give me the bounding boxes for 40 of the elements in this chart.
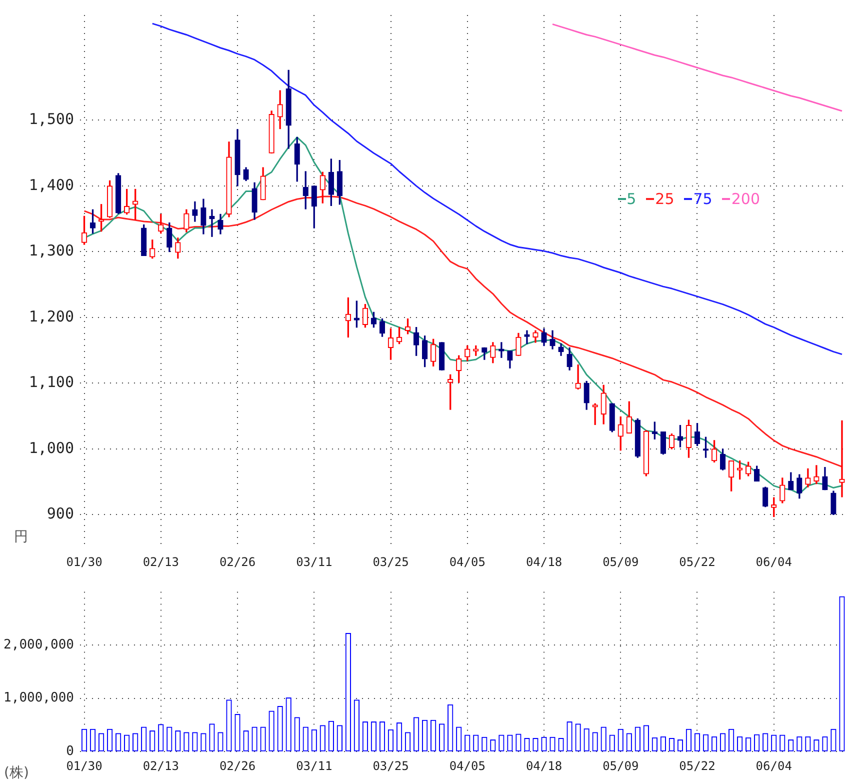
y-tick-label: 1,300 [28,242,74,260]
x-tick-label: 04/18 [526,758,562,773]
x-tick-label: 06/04 [756,554,792,569]
x-tick-label: 05/22 [679,758,716,773]
y-tick-label: 1,100 [28,373,74,392]
candlestick [575,364,581,390]
legend-label: 25 [655,190,674,208]
candlestick [839,420,845,498]
y-axis-title: 円 [14,528,28,546]
x-tick-label: 03/25 [372,758,409,773]
x-tick-label: 01/30 [66,758,102,773]
x-tick-label: 01/30 [66,554,102,569]
y-tick-label: 1,400 [28,176,74,194]
x-tick-label: 05/09 [602,554,639,569]
y-tick-label: 1,200 [28,307,74,326]
y-tick-label: 1,000 [28,438,74,457]
x-tick-label: 02/26 [219,554,256,569]
x-tick-label: 05/09 [602,758,639,773]
candlestick [524,330,530,344]
x-tick-label: 02/13 [142,758,179,773]
x-tick-label: 06/04 [756,758,792,773]
legend-label: 200 [731,190,760,208]
y-axis-title: (株) [4,764,29,782]
x-tick-label: 04/05 [449,758,486,773]
x-tick-label: 04/18 [526,554,562,569]
y-tick-label: 1,500 [28,110,74,128]
x-tick-label: 02/13 [142,554,179,569]
x-tick-label: 03/11 [296,758,332,773]
y-tick-label: 0 [66,744,74,759]
y-tick-label: 2,000,000 [4,637,74,652]
y-tick-label: 1,000,000 [4,690,74,706]
legend-label: 75 [693,190,712,208]
legend-label: 5 [626,190,636,208]
x-tick-label: 03/25 [372,554,409,569]
x-tick-label: 03/11 [296,554,332,569]
x-tick-label: 05/22 [679,554,716,569]
x-tick-label: 02/26 [219,758,256,773]
candlestick [498,342,504,358]
y-tick-label: 900 [46,504,74,523]
x-tick-label: 04/05 [449,554,486,569]
